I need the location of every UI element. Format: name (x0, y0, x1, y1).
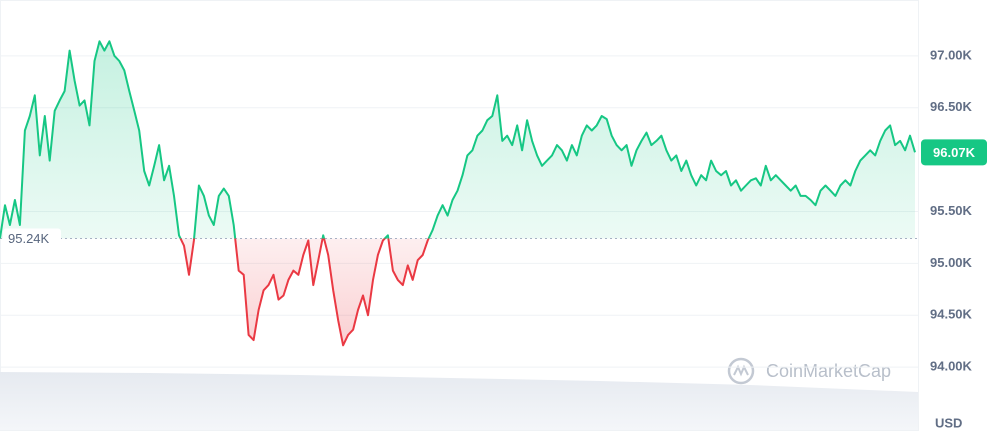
y-tick-label: 94.50K (930, 307, 973, 322)
y-tick-label: 96.50K (930, 99, 973, 114)
current-price-badge (921, 139, 987, 166)
unit-label: USD (935, 415, 962, 430)
plot-frame (0, 0, 919, 431)
y-tick-label: 97.00K (930, 47, 973, 62)
current-price-label: 96.07K (933, 145, 976, 160)
watermark: CoinMarketCap (727, 357, 891, 385)
watermark-text: CoinMarketCap (766, 361, 891, 381)
baseline-label: 95.24K (8, 231, 50, 246)
baseline-label-bg (3, 228, 61, 249)
y-tick-label: 95.50K (930, 203, 973, 218)
y-tick-label: 94.00K (930, 359, 973, 374)
price-line (0, 40, 916, 347)
area-fill (0, 41, 915, 346)
y-tick-label: 95.00K (930, 255, 973, 270)
volume-area (0, 372, 918, 430)
